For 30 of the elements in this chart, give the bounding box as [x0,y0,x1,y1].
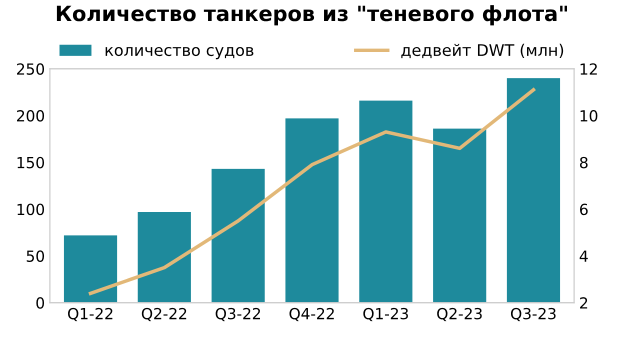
line-series [88,88,536,296]
bar [285,118,339,303]
bar [138,212,191,303]
legend-label: количество судов [106,46,254,60]
bar [506,78,560,303]
legend-label: дедвейт DWT (млн) [401,44,564,58]
y2-tick-label: 4 [580,250,588,262]
x-tick-label: Q1-22 [68,308,112,322]
y-tick-label: 100 [18,204,44,216]
y2-tick-label: 8 [580,156,588,168]
x-tick-label: Q2-23 [437,308,482,322]
y2-tick-label: 2 [580,297,588,309]
x-tick-label: Q3-22 [216,308,260,322]
y-tick-label: 200 [17,110,44,122]
bar [433,128,486,303]
y2-tick-label: 6 [580,204,588,216]
y2-tick-label: 10 [580,110,598,122]
x-tick-label: Q4-22 [290,308,334,322]
x-tick-label: Q2-22 [142,308,186,322]
y-tick-label: 150 [18,156,44,168]
y2-tick-label: 12 [580,63,597,75]
bar [64,235,118,303]
bar [359,100,412,303]
y-tick-label: 250 [17,63,44,75]
y-tick-label: 50 [26,250,44,262]
x-tick-label: Q1-23 [363,308,408,322]
y-tick-label: 0 [36,297,44,309]
x-tick-label: Q3-23 [510,308,556,322]
chart-title: Количество танкеров из "теневого флота" [56,5,568,26]
bar [212,168,265,303]
